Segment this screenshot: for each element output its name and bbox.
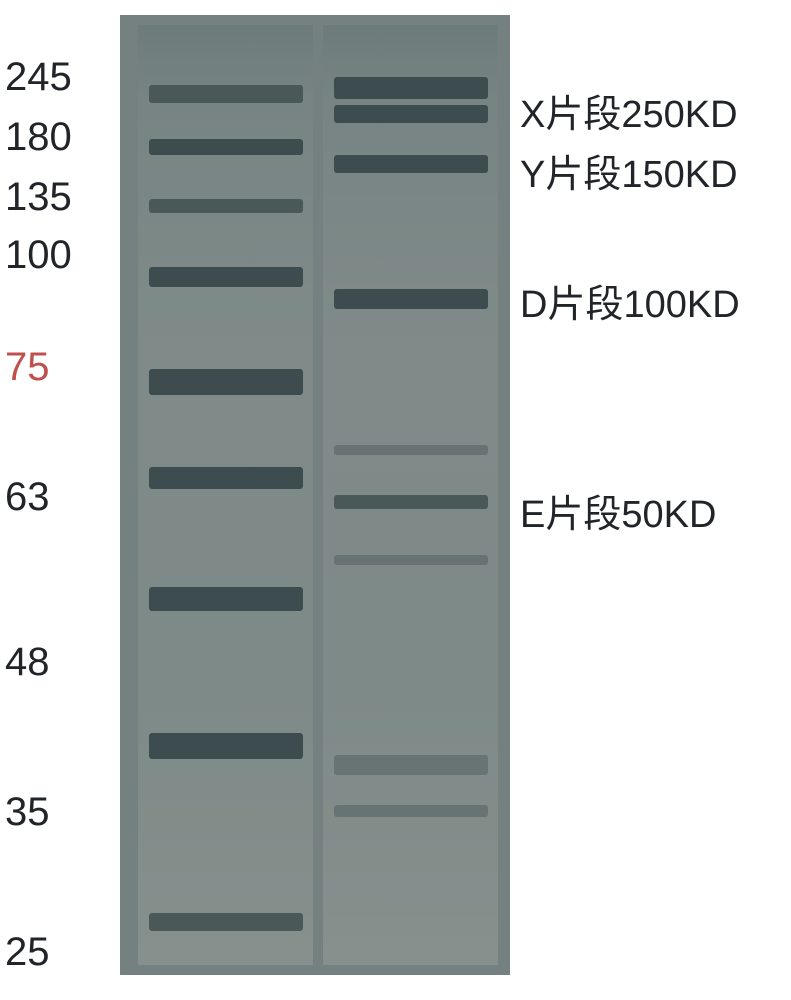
marker-label: 245 [5,55,72,100]
sample-label: D片段100KD [520,273,740,328]
marker-label: 180 [5,115,72,160]
gel-band [149,733,303,759]
marker-label: 25 [5,930,50,975]
gel-band [334,805,488,817]
gel-band [149,139,303,155]
marker-labels-column: 245 180 135 100 75 63 48 35 25 [5,15,115,985]
gel-band [334,495,488,509]
lane-sample [323,25,498,965]
marker-label: 100 [5,233,72,278]
sample-label: E片段50KD [520,483,716,538]
gel-band [334,755,488,775]
gel-band [334,445,488,455]
sample-labels-column: X片段250KDY片段150KD D片段100KD E片段50KD [520,15,780,985]
gel-band [334,555,488,565]
gel-band [149,199,303,213]
marker-label: 48 [5,640,50,685]
marker-label: 35 [5,790,50,835]
gel-band [334,77,488,99]
marker-label: 75 [5,345,50,390]
marker-label: 135 [5,175,72,220]
gel-band [334,105,488,123]
sample-label: Y片段150KD [520,143,738,198]
gel-figure: 245 180 135 100 75 63 48 35 25 X片段250KDY片段150KD D… [0,15,791,985]
gel-band [149,267,303,287]
sample-label: X片段250KD [520,83,738,138]
gel-band [149,467,303,489]
gel-band [334,289,488,309]
marker-label: 63 [5,475,50,520]
gel-band [334,155,488,173]
gel-band [149,913,303,931]
gel-band [149,369,303,395]
gel-band [149,85,303,103]
lane-marker [138,25,313,965]
gel-band [149,587,303,611]
gel-area [120,15,510,975]
